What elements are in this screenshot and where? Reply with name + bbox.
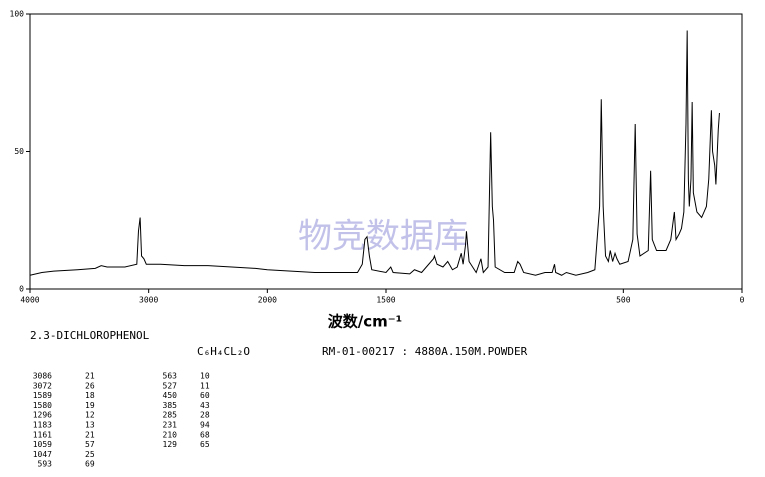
peak-wavenumber: 231 xyxy=(163,421,178,430)
peak-intensity: 43 xyxy=(200,401,210,410)
peak-wavenumber: 527 xyxy=(163,381,178,390)
peak-intensity: 13 xyxy=(85,421,95,430)
x-tick-label: 3000 xyxy=(139,296,158,305)
peak-intensity: 60 xyxy=(200,391,210,400)
peak-wavenumber: 563 xyxy=(163,372,178,381)
peak-wavenumber: 129 xyxy=(163,440,178,449)
peak-wavenumber: 3086 xyxy=(33,372,52,381)
peak-wavenumber: 1296 xyxy=(33,411,52,420)
peak-intensity: 19 xyxy=(85,401,95,410)
x-tick-label: 0 xyxy=(740,296,745,305)
peak-intensity: 10 xyxy=(200,372,210,381)
peak-intensity: 21 xyxy=(85,430,95,439)
peak-wavenumber: 1047 xyxy=(33,450,52,459)
peak-intensity: 65 xyxy=(200,440,210,449)
peak-wavenumber: 1161 xyxy=(33,430,52,439)
record-info: RM-01-00217 : 4880A.150M.POWDER xyxy=(322,345,528,358)
spectrum-line xyxy=(29,30,720,276)
peak-intensity: 25 xyxy=(85,450,95,459)
x-tick-label: 4000 xyxy=(20,296,39,305)
x-tick-label: 1500 xyxy=(376,296,395,305)
peak-intensity: 68 xyxy=(200,430,210,439)
peak-wavenumber: 385 xyxy=(163,401,178,410)
peak-intensity: 69 xyxy=(85,460,95,469)
peak-intensity: 57 xyxy=(85,440,95,449)
peak-intensity: 26 xyxy=(85,381,95,390)
watermark: 物竞数据库 xyxy=(298,217,468,257)
peak-intensity: 11 xyxy=(200,381,210,390)
peak-intensity: 12 xyxy=(85,411,95,420)
compound-name: 2.3-DICHLOROPHENOL xyxy=(30,329,150,342)
peak-wavenumber: 1183 xyxy=(33,421,52,430)
y-tick-label: 0 xyxy=(19,285,24,294)
peak-intensity: 28 xyxy=(200,411,210,420)
formula: C₆H₄CL₂O xyxy=(197,345,250,358)
peak-wavenumber: 593 xyxy=(38,460,53,469)
peak-wavenumber: 210 xyxy=(163,430,178,439)
peak-wavenumber: 1589 xyxy=(33,391,52,400)
peak-intensity: 18 xyxy=(85,391,95,400)
y-tick-label: 50 xyxy=(14,147,24,156)
peak-intensity: 21 xyxy=(85,372,95,381)
peak-wavenumber: 285 xyxy=(163,411,178,420)
y-tick-label: 100 xyxy=(10,10,25,19)
peak-wavenumber: 450 xyxy=(163,391,178,400)
peak-wavenumber: 1059 xyxy=(33,440,52,449)
peak-wavenumber: 1580 xyxy=(33,401,52,410)
peak-intensity: 94 xyxy=(200,421,210,430)
x-axis-label: 波数/cm⁻¹ xyxy=(328,313,403,331)
x-tick-label: 500 xyxy=(616,296,631,305)
x-tick-label: 2000 xyxy=(258,296,277,305)
peak-wavenumber: 3072 xyxy=(33,381,52,390)
